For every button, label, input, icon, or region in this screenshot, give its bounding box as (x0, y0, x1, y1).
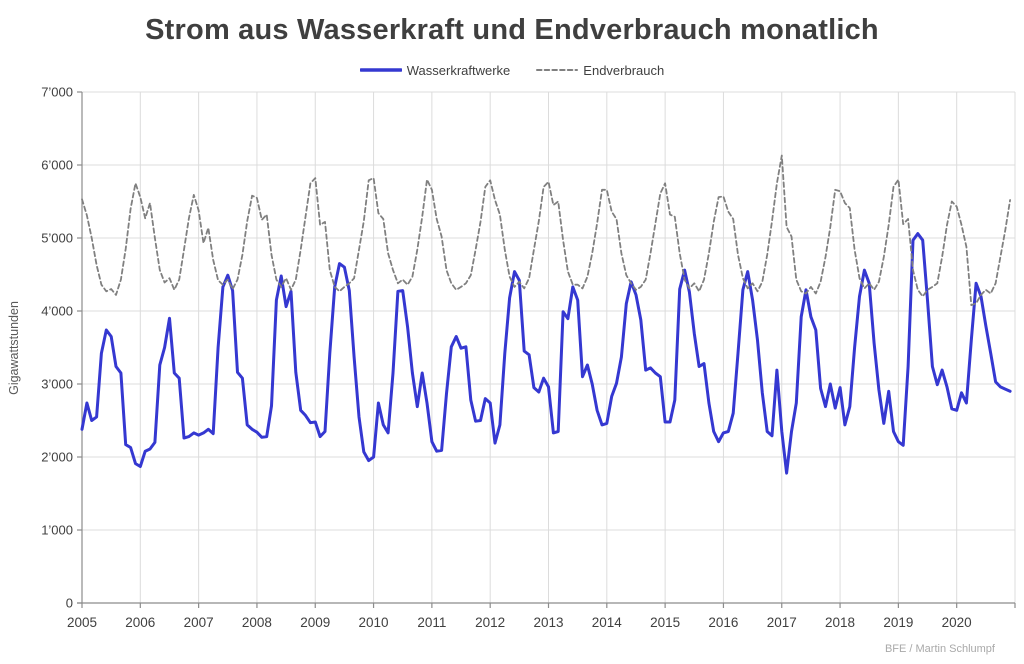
legend: Wasserkraftwerke Endverbrauch (0, 60, 1024, 80)
y-tick-label: 1’000 (41, 523, 73, 538)
y-tick-label: 6’000 (41, 158, 73, 173)
attribution: BFE / Martin Schlumpf (884, 643, 995, 655)
x-tick-label: 2020 (942, 615, 972, 630)
legend-line-solid-icon (359, 68, 402, 72)
x-tick-label: 2010 (359, 615, 389, 630)
x-tick-label: 2005 (67, 615, 97, 630)
series-line-endverbrauch (81, 154, 1011, 307)
legend-line-dashed-icon (536, 69, 579, 71)
chart-title: Strom aus Wasserkraft und Endverbrauch m… (145, 14, 879, 46)
legend-item-wasserkraftwerke: Wasserkraftwerke (359, 62, 511, 78)
x-tick-label: 2011 (417, 615, 446, 630)
x-tick-label: 2013 (533, 615, 563, 630)
y-tick-label: 2’000 (41, 450, 73, 465)
legend-label-endverbrauch: Endverbrauch (583, 62, 665, 78)
x-tick-label: 2008 (242, 615, 272, 630)
x-tick-label: 2006 (125, 615, 155, 630)
legend-label-wasserkraftwerke: Wasserkraftwerke (406, 62, 511, 78)
x-tick-label: 2017 (767, 615, 797, 630)
x-tick-label: 2012 (475, 615, 505, 630)
series-line-wasserkraftwerke (80, 232, 1012, 475)
y-tick-label: 5’000 (41, 231, 73, 246)
x-tick-label: 2015 (650, 615, 680, 630)
x-tick-label: 2007 (184, 615, 214, 630)
y-tick-label: 4’000 (41, 304, 73, 319)
x-tick-label: 2018 (825, 615, 855, 630)
x-tick-label: 2009 (300, 615, 330, 630)
y-tick-label: 3’000 (41, 377, 73, 392)
y-tick-label: 0 (66, 596, 73, 611)
y-tick-label: 7’000 (41, 85, 73, 100)
x-tick-label: 2014 (592, 615, 623, 630)
x-tick-label: 2019 (883, 615, 913, 630)
legend-item-endverbrauch: Endverbrauch (536, 63, 664, 78)
x-tick-label: 2016 (708, 615, 738, 630)
